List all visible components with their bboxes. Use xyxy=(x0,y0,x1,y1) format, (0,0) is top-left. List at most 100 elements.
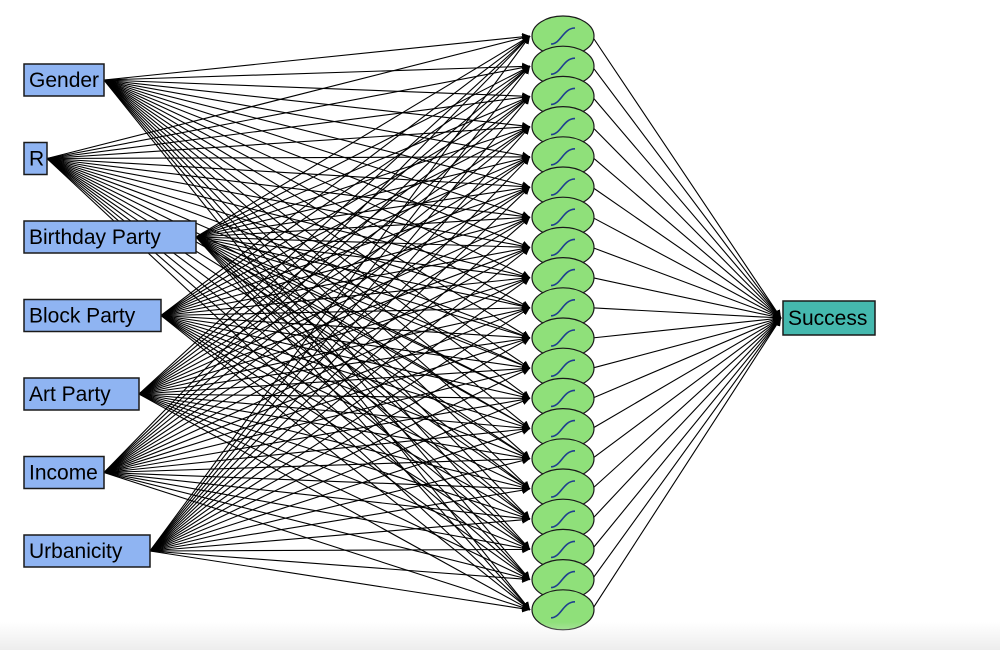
edge-hidden-3-output xyxy=(591,126,782,319)
edge-input-6-hidden-14 xyxy=(149,456,531,552)
edge-input-0-hidden-10 xyxy=(103,79,531,339)
edge-input-6-hidden-10 xyxy=(149,337,531,552)
edge-input-5-hidden-7 xyxy=(103,246,531,473)
input-node-label: Birthday Party xyxy=(29,226,161,249)
sigmoid-icon xyxy=(550,148,576,166)
input-node-box xyxy=(23,534,151,568)
edge-hidden-16-output xyxy=(591,317,782,520)
edge-input-0-hidden-6 xyxy=(103,79,531,219)
edge-input-6-hidden-15 xyxy=(149,486,531,552)
edge-input-1-hidden-3 xyxy=(46,123,531,160)
edge-input-0-hidden-11 xyxy=(103,79,531,369)
hidden-node-3 xyxy=(531,105,595,148)
edge-input-6-hidden-11 xyxy=(149,367,531,552)
input-node-1: R xyxy=(23,141,48,176)
edge-hidden-5-output xyxy=(591,186,782,319)
edge-input-0-hidden-5 xyxy=(103,79,531,189)
input-node-0: Gender xyxy=(23,63,105,97)
edge-input-3-hidden-12 xyxy=(160,314,531,401)
edge-input-5-hidden-2 xyxy=(103,95,531,473)
edge-input-0-hidden-2 xyxy=(103,79,531,100)
edge-input-6-hidden-18 xyxy=(149,550,531,583)
edge-hidden-18-output xyxy=(591,317,782,580)
edge-input-4-hidden-5 xyxy=(138,186,531,395)
edge-input-4-hidden-13 xyxy=(138,393,531,432)
sigmoid-icon xyxy=(550,419,576,438)
input-node-3: Block Party xyxy=(23,298,162,333)
edge-input-6-hidden-7 xyxy=(149,246,531,552)
edge-input-3-hidden-8 xyxy=(160,274,531,317)
edge-input-4-hidden-0 xyxy=(138,35,531,395)
edge-input-5-hidden-5 xyxy=(103,186,531,473)
edge-input-4-hidden-3 xyxy=(138,126,531,395)
hidden-output-edges xyxy=(591,35,782,611)
edge-input-5-hidden-8 xyxy=(103,277,531,474)
edge-input-3-hidden-2 xyxy=(160,95,531,316)
edge-input-2-hidden-14 xyxy=(195,236,531,460)
edge-input-2-hidden-9 xyxy=(195,236,531,310)
edge-input-5-hidden-15 xyxy=(103,471,531,493)
edge-hidden-13-output xyxy=(591,317,782,430)
edge-input-4-hidden-8 xyxy=(138,276,531,395)
sigmoid-icon xyxy=(550,389,576,408)
edge-input-6-hidden-8 xyxy=(149,277,531,552)
hidden-node-9 xyxy=(531,287,595,329)
input-hidden-edges xyxy=(46,32,531,613)
output-layer: Success xyxy=(782,300,876,336)
edge-input-4-hidden-16 xyxy=(138,393,531,521)
output-node-box xyxy=(782,300,876,336)
edge-input-0-hidden-9 xyxy=(103,79,531,309)
sigmoid-icon xyxy=(550,87,576,106)
edge-input-6-hidden-2 xyxy=(149,96,531,552)
edge-input-6-hidden-9 xyxy=(149,307,531,552)
edge-input-0-hidden-4 xyxy=(103,79,531,160)
edge-input-1-hidden-16 xyxy=(46,158,531,520)
sigmoid-icon xyxy=(550,601,576,619)
input-node-label: Block Party xyxy=(29,305,136,328)
edge-hidden-6-output xyxy=(591,216,782,319)
input-node-label: Gender xyxy=(29,69,99,92)
edge-hidden-2-output xyxy=(591,96,782,319)
edge-input-5-hidden-1 xyxy=(103,65,531,473)
edge-input-3-hidden-19 xyxy=(160,315,531,611)
edge-hidden-0-output xyxy=(591,35,782,319)
edge-input-4-hidden-4 xyxy=(138,156,531,395)
edge-hidden-4-output xyxy=(591,156,782,319)
edge-input-3-hidden-7 xyxy=(160,245,531,317)
input-node-label: R xyxy=(29,148,44,171)
edge-hidden-8-output xyxy=(591,277,782,321)
hidden-node-18 xyxy=(531,558,595,601)
sigmoid-icon xyxy=(550,540,576,559)
sigmoid-icon xyxy=(550,359,576,377)
input-node-box xyxy=(23,63,105,97)
input-node-label: Art Party xyxy=(29,383,111,406)
edge-input-3-hidden-0 xyxy=(160,35,531,316)
edge-input-3-hidden-10 xyxy=(160,314,531,342)
sigmoid-icon xyxy=(550,329,576,347)
edge-input-2-hidden-0 xyxy=(195,35,531,238)
edge-input-3-hidden-13 xyxy=(160,314,531,431)
edge-hidden-15-output xyxy=(591,317,782,490)
input-node-box xyxy=(23,141,48,176)
edge-input-1-hidden-14 xyxy=(46,158,531,460)
edge-input-6-hidden-3 xyxy=(149,126,531,552)
edge-input-0-hidden-3 xyxy=(103,79,531,130)
input-node-5: Income xyxy=(23,455,105,490)
edge-input-6-hidden-6 xyxy=(149,216,531,552)
edge-input-3-hidden-17 xyxy=(160,315,531,550)
edge-input-4-hidden-1 xyxy=(138,65,531,395)
edge-input-5-hidden-13 xyxy=(103,425,531,474)
edge-input-4-hidden-18 xyxy=(138,393,531,581)
sigmoid-icon xyxy=(550,268,576,287)
edge-input-2-hidden-6 xyxy=(195,213,531,238)
edge-input-6-hidden-19 xyxy=(149,550,531,613)
edge-input-6-hidden-13 xyxy=(149,427,531,552)
edge-input-2-hidden-17 xyxy=(195,236,531,550)
hidden-node-19 xyxy=(531,589,595,631)
sigmoid-icon xyxy=(550,450,576,468)
edge-input-4-hidden-12 xyxy=(138,393,531,403)
edge-input-5-hidden-19 xyxy=(103,471,531,612)
edge-input-1-hidden-1 xyxy=(46,63,531,160)
